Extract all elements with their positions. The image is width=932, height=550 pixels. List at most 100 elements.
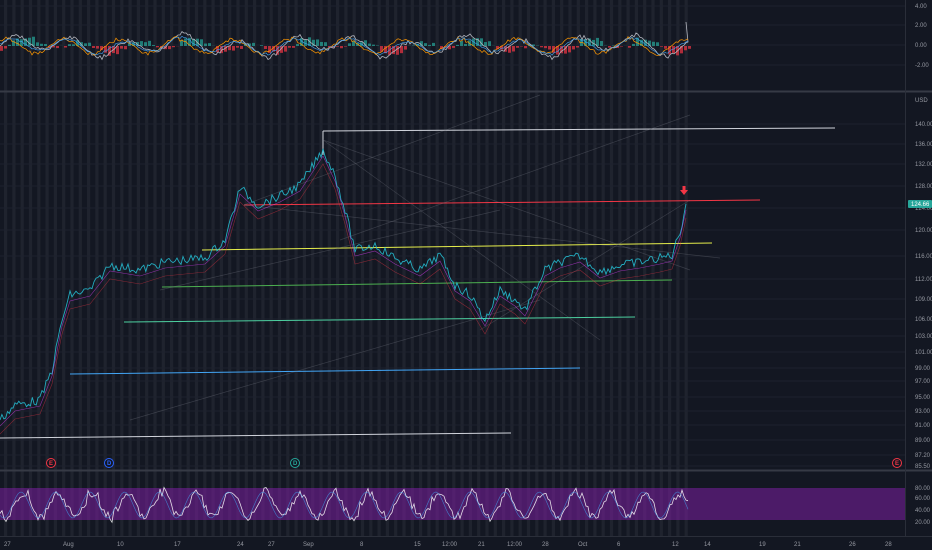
histogram-bar [508,46,511,53]
top-axis[interactable]: 4.00 2.00 0.00 -2.00 [915,4,929,69]
session-stripe [535,0,539,536]
histogram-bar [40,43,43,46]
histogram-bar [268,46,271,53]
histogram-bar [128,42,131,46]
histogram-bar [312,39,315,46]
event-circle [46,458,56,468]
session-stripe [37,0,41,536]
histogram-bar [600,41,603,46]
histogram-bar [556,46,559,55]
price-series [0,148,687,435]
time-tick: 14 [704,542,711,548]
histogram-bar [636,37,639,46]
time-tick: 17 [174,542,181,548]
session-stripe [186,0,190,536]
time-axis[interactable]: 27 Aug 10 17 24 27 Sep 8 15 12:00 21 12:00 28 Oct 6 12 1… [4,542,892,548]
arrow-down-icon[interactable] [680,186,688,195]
histogram-bar [56,46,59,49]
fan-line [243,94,541,206]
session-stripe [286,0,290,536]
histogram-bar [340,46,343,49]
histogram-bar [288,46,291,48]
last-price-value: 124.66 [911,202,930,208]
session-stripe [62,0,66,536]
bottom-axis[interactable]: 80.00 60.00 40.00 20.00 [915,486,931,526]
event-marker[interactable]: D [104,458,114,468]
price-axis[interactable]: 140.00 136.00 132.00 128.00 124.00 120.00 116.… [915,122,932,470]
histogram-bar [168,46,171,50]
time-tick: Aug [63,542,74,548]
histogram-bar [120,46,123,49]
event-marker[interactable]: E [892,458,902,468]
histogram-bar [184,38,187,46]
histogram-bar [292,46,295,48]
rsi-tick: 40.00 [915,508,931,514]
histogram-bar [524,46,527,49]
histogram-bar [368,43,371,46]
rsi-band [0,488,905,520]
histogram-bar [104,46,107,53]
histogram-bar [372,44,375,46]
session-stripe [377,0,381,536]
time-tick: 12:00 [442,542,458,548]
session-stripe [526,0,531,536]
price-tick: 106.00 [915,317,932,323]
histogram-bar [296,44,299,46]
histogram-bar [460,41,463,46]
histogram-bar [236,46,239,48]
session-stripe [427,0,431,536]
histogram-bar [680,46,683,54]
event-circle [892,458,902,468]
histogram-bar [380,46,383,52]
session-stripe [410,0,414,536]
session-stripe [95,0,99,536]
histogram-bar [668,46,671,55]
histogram-bar [52,46,55,48]
session-stripe [460,0,464,536]
event-label: D [107,461,112,467]
histogram-bar [644,39,647,46]
session-stripe [510,0,514,536]
bottom-oscillator [0,486,689,524]
session-stripe [360,0,365,536]
fan-line [322,139,691,271]
histogram-bar [188,37,191,46]
session-stripe [319,0,323,536]
drawings-layer[interactable] [0,127,836,439]
histogram-bar [532,44,535,46]
price-tick: 109.00 [915,297,932,303]
time-tick: 27 [268,542,275,548]
session-stripe [4,0,8,536]
histogram-bar [224,46,227,52]
histogram-bar [472,38,475,46]
price-tick: 132.00 [915,162,932,168]
event-marker[interactable]: E [46,458,56,468]
time-tick: 10 [117,542,124,548]
session-stripe [394,0,398,536]
session-stripe [302,0,306,536]
session-stripe [244,0,248,536]
session-stripe [626,0,630,536]
session-stripe [261,0,265,536]
event-marker[interactable]: D [290,458,300,468]
session-stripe [269,0,273,536]
price-tick: 89.00 [915,438,931,444]
histogram-bar [304,40,307,46]
histogram-bar [476,38,479,46]
time-axis-bg[interactable] [0,537,932,550]
session-stripe [419,0,423,536]
session-stripe [203,0,207,536]
session-stripe [452,0,456,536]
time-tick: Sep [303,542,314,548]
histogram-bar [32,36,35,46]
histogram-bar [384,46,387,54]
session-stripe [45,0,49,536]
price-tick: 128.00 [915,184,932,190]
histogram-bar [180,40,183,46]
session-stripe [593,0,597,536]
histogram-bar [4,46,7,49]
price-tick: 99.00 [915,366,931,372]
histogram-bar [564,46,567,54]
